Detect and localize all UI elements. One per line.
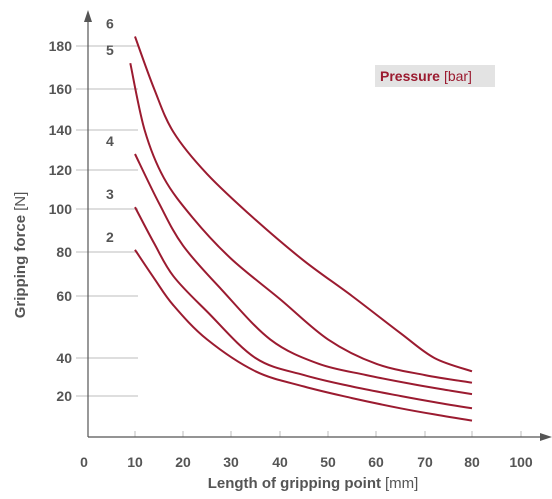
y-tick-label-20: 20: [56, 388, 72, 404]
y-axis-label: Gripping force: [12, 215, 29, 318]
y-tick-label-40: 40: [56, 350, 72, 366]
series-label-3: 3: [106, 186, 114, 202]
x-axis-arrow: [540, 433, 552, 441]
y-tick-label-140: 140: [49, 122, 73, 138]
series-label-5: 5: [106, 42, 114, 58]
tick-labels: 20 40 60 80 100 120 140 160 180 0 10 20 30 40 50 60 70 80…: [49, 38, 533, 470]
series-line-3: [134, 206, 473, 410]
grid-layer: [76, 45, 522, 437]
series-label-4: 4: [106, 133, 114, 149]
y-axis-title: Gripping force [N]: [12, 192, 29, 319]
x-tick-label-30: 30: [223, 454, 239, 470]
legend-title-text: Pressure: [380, 68, 440, 84]
series-label-6: 6: [106, 16, 114, 32]
x-tick-label-20: 20: [175, 454, 191, 470]
y-tick-label-120: 120: [49, 162, 73, 178]
x-axis-title: Length of gripping point [mm]: [208, 475, 419, 492]
y-tick-label-160: 160: [49, 81, 73, 97]
y-axis-arrow: [84, 10, 92, 22]
axes: [84, 10, 552, 441]
legend-unit-text: [bar]: [444, 68, 472, 84]
x-axis-label: Length of gripping point: [208, 475, 381, 492]
legend: Pressure [bar]: [375, 65, 495, 87]
x-tick-label-70: 70: [417, 454, 433, 470]
series-layer: 2 3 4 5 6: [106, 16, 473, 422]
series-line-2: [134, 249, 473, 422]
x-tick-label-40: 40: [272, 454, 288, 470]
y-axis-unit: [N]: [12, 192, 29, 211]
y-tick-label-180: 180: [49, 38, 73, 54]
series-line-6: [134, 36, 473, 373]
y-tick-label-80: 80: [56, 244, 72, 260]
x-tick-label-80: 80: [464, 454, 480, 470]
y-tick-label-100: 100: [49, 201, 73, 217]
y-tick-label-60: 60: [56, 288, 72, 304]
x-tick-label-0: 0: [80, 454, 88, 470]
series-line-5: [129, 62, 473, 384]
x-axis-unit: [mm]: [385, 475, 418, 492]
series-label-2: 2: [106, 229, 114, 245]
x-tick-label-100: 100: [509, 454, 533, 470]
x-tick-label-10: 10: [127, 454, 143, 470]
series-line-4: [134, 153, 473, 396]
x-tick-label-60: 60: [368, 454, 384, 470]
legend-title: Pressure [bar]: [380, 68, 472, 84]
legend-background: [375, 65, 495, 87]
x-tick-label-50: 50: [320, 454, 336, 470]
